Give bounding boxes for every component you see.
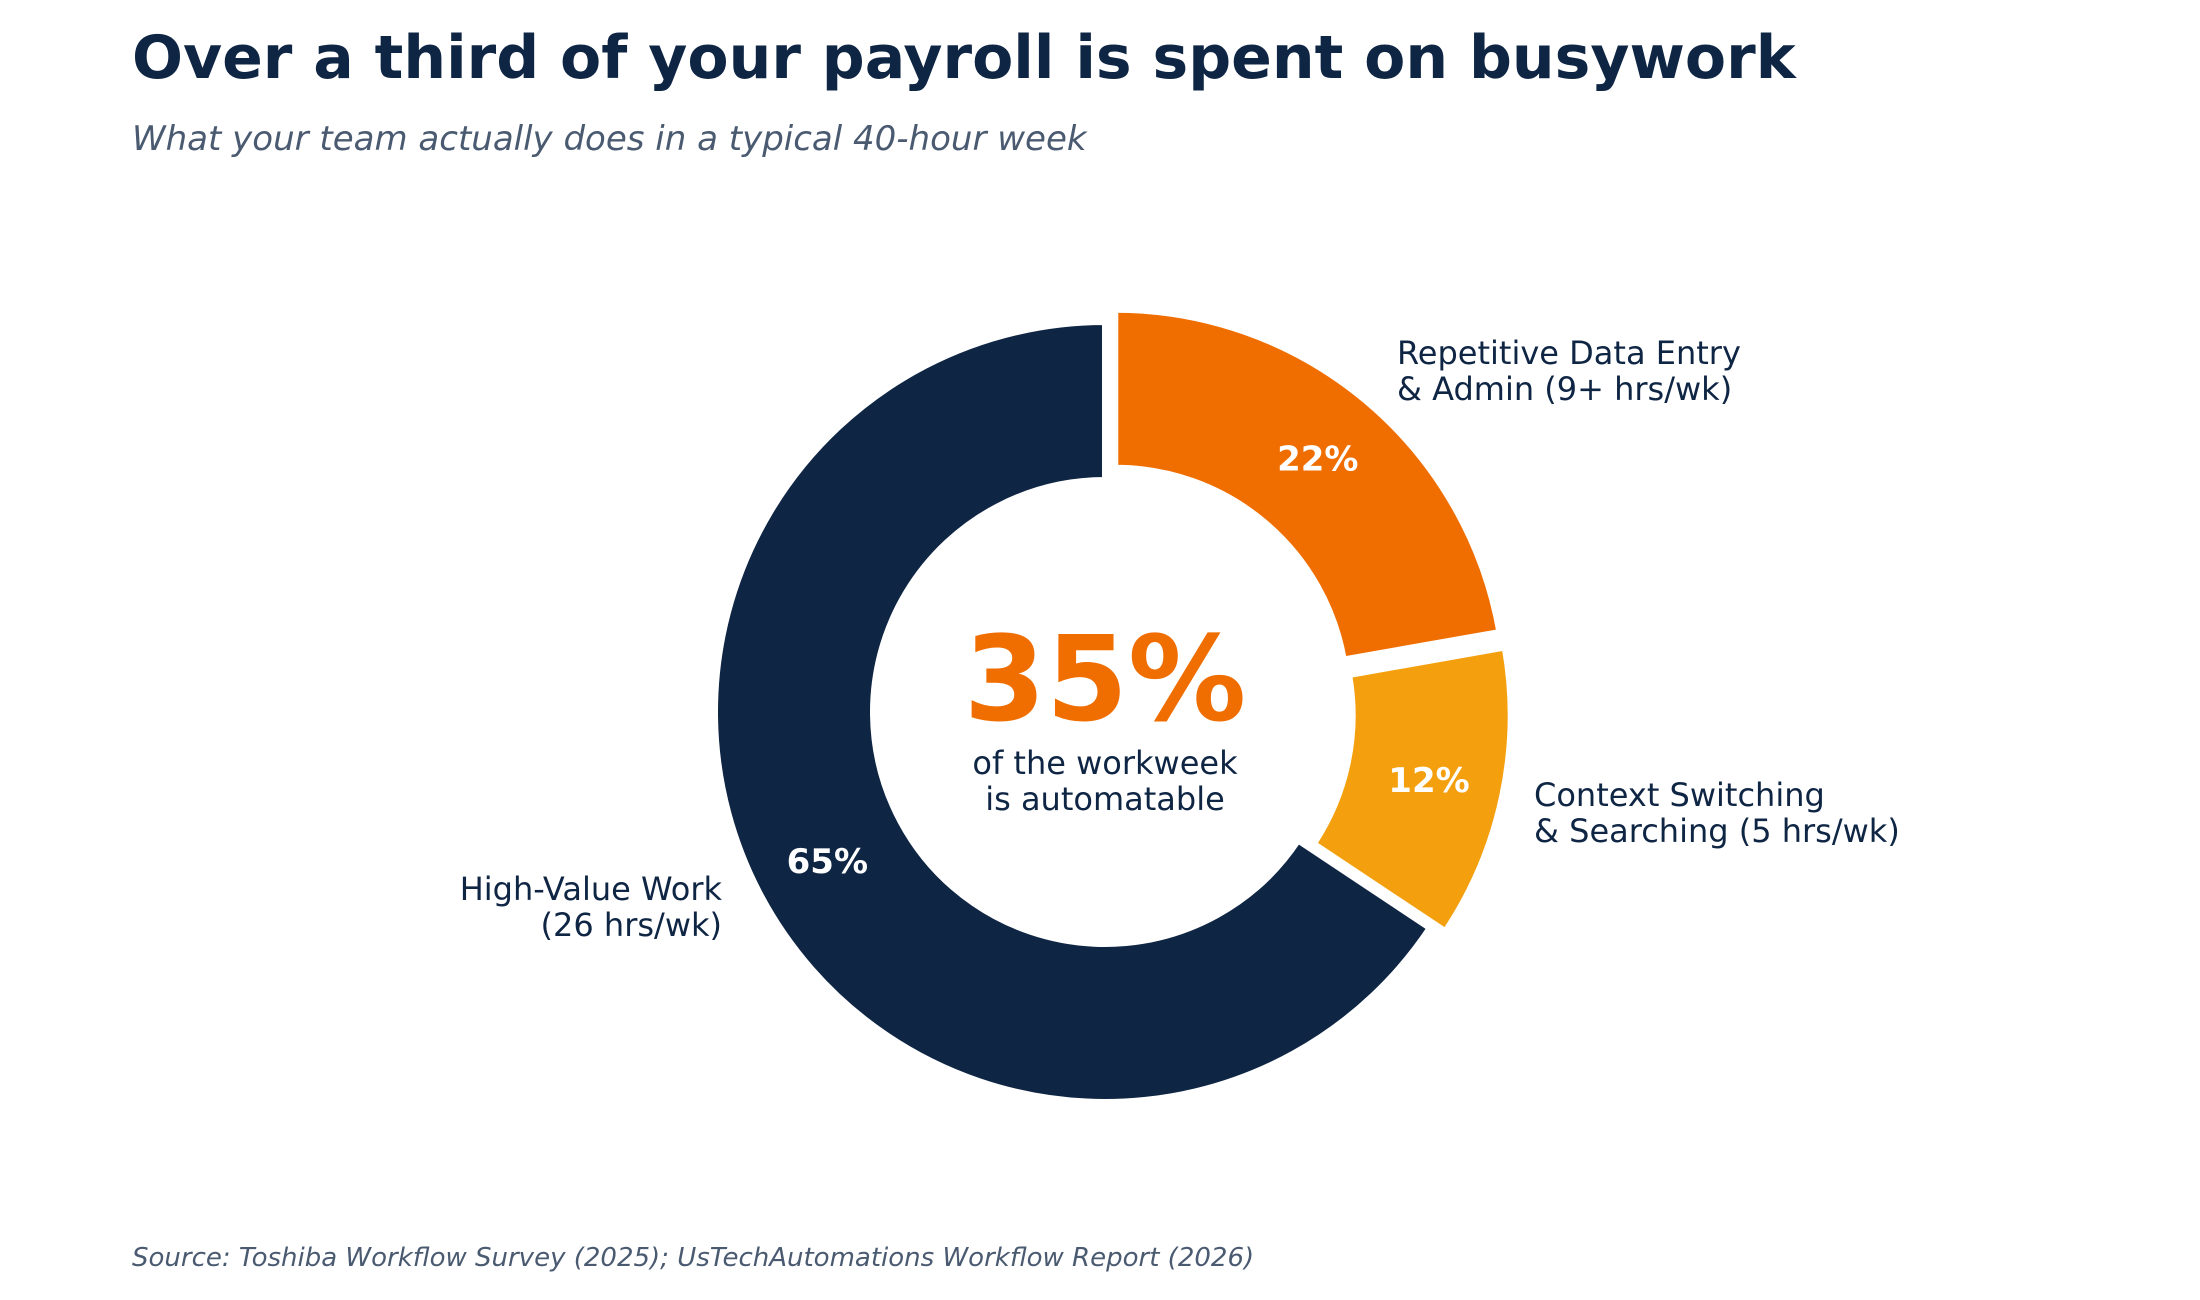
donut-slice-2: [712, 318, 1434, 1105]
slice-percent-1: 12%: [1388, 761, 1469, 801]
donut-slices: [712, 306, 1514, 1105]
percent-labels: 22% 12% 65%: [787, 439, 1470, 881]
slice-percent-0: 22%: [1277, 439, 1358, 479]
slice-label-2-line-1: (26 hrs/wk): [541, 906, 722, 944]
chart-subtitle: What your team actually does in a typica…: [132, 119, 1088, 159]
slice-label-0-line-0: Repetitive Data Entry: [1397, 334, 1741, 372]
slice-label-1-line-0: Context Switching: [1534, 776, 1825, 814]
slice-label-2-line-0: High-Value Work: [460, 870, 723, 908]
slice-label-0-line-1: & Admin (9+ hrs/wk): [1397, 370, 1732, 408]
slice-labels: Repetitive Data Entry& Admin (9+ hrs/wk)…: [460, 334, 1900, 944]
center-line-1: of the workweek: [972, 744, 1238, 782]
chart-title: Over a third of your payroll is spent on…: [132, 23, 1798, 93]
center-line-2: is automatable: [985, 780, 1225, 818]
slice-label-1-line-1: & Searching (5 hrs/wk): [1534, 812, 1900, 850]
slice-percent-2: 65%: [787, 842, 868, 882]
donut-slice-1: [1309, 644, 1514, 936]
donut-slice-0: [1112, 306, 1503, 663]
center-value: 35%: [964, 610, 1246, 748]
chart-source: Source: Toshiba Workflow Survey (2025); …: [132, 1243, 1254, 1273]
